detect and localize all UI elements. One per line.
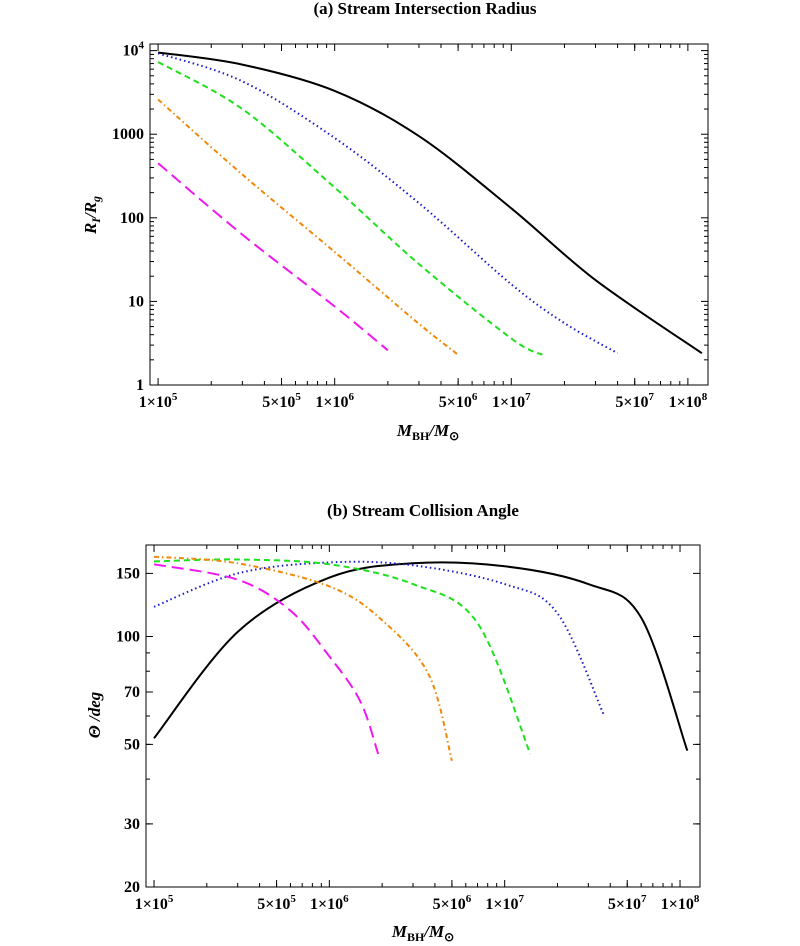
chart-b-xtick-label: 5×105 <box>257 893 296 913</box>
chart-a-plot-frame <box>149 43 709 386</box>
chart-b-xtick-label: 5×107 <box>608 893 647 913</box>
chart-a-xtick-label: 5×107 <box>615 391 654 411</box>
chart-b-ytick-label: 70 <box>124 684 140 701</box>
chart-a-series-group <box>157 51 703 356</box>
chart-b-ytick-label: 20 <box>124 879 140 896</box>
chart-b-ytick-label: 150 <box>116 565 140 582</box>
chart-b-series-group <box>153 555 689 762</box>
chart-a-ylabel: RI/Rg <box>81 196 103 235</box>
chart-a-series-magenta-longdashed <box>157 162 389 352</box>
chart-a-ytick-label: 1 <box>136 377 144 394</box>
chart-b-axes: 1×105 5×105 1×106 5×106 1×107 5×107 1×108 20 30 5… <box>116 545 700 913</box>
chart-b-xtick-label: 1×105 <box>135 893 174 913</box>
chart-a-xtick-label: 5×106 <box>439 391 478 411</box>
chart-a-xtick-label: 1×105 <box>139 391 178 411</box>
chart-a-series-blue-dotted <box>157 52 619 355</box>
chart-b-title: (b) Stream Collision Angle <box>327 501 519 520</box>
chart-a-series-black-solid <box>157 51 703 355</box>
chart-b-ytick-label: 100 <box>116 628 140 645</box>
chart-b-plot-frame <box>145 544 701 888</box>
chart-a-ytick-label: 104 <box>123 40 145 60</box>
chart-a-ytick-label: 1000 <box>112 126 144 143</box>
chart-b-ytick-label: 30 <box>124 816 140 833</box>
chart-a: (a) Stream Intersection Radius 1×105 5×10… <box>81 0 709 443</box>
chart-a-xtick-label: 5×105 <box>262 391 301 411</box>
chart-a-xtick-label: 1×107 <box>492 391 531 411</box>
chart-b-xtick-label: 1×107 <box>485 893 524 913</box>
chart-b-ytick-label: 50 <box>124 736 140 753</box>
chart-a-ytick-label: 100 <box>120 210 144 227</box>
chart-a-series-green-dashed <box>157 61 543 356</box>
chart-b-series-orange-dotdashed <box>153 555 453 762</box>
chart-a-ytick-label: 10 <box>128 293 144 310</box>
chart-a-series-orange-dotdashed <box>157 98 459 356</box>
chart-a-title: (a) Stream Intersection Radius <box>313 0 536 18</box>
chart-b-series-magenta-longdashed <box>153 563 380 755</box>
chart-b-series-green-dashed <box>153 558 532 755</box>
chart-b-series-blue-dotted <box>153 560 606 717</box>
chart-a-xtick-label: 1×106 <box>315 391 354 411</box>
chart-a-xlabel: MBH/M⊙ <box>396 421 459 443</box>
chart-a-xtick-label: 1×108 <box>669 391 708 411</box>
chart-b-xtick-label: 1×106 <box>310 893 349 913</box>
chart-b-xtick-label: 1×108 <box>661 893 700 913</box>
chart-b-xtick-label: 5×106 <box>433 893 472 913</box>
chart-b-xlabel: MBH/M⊙ <box>391 922 454 944</box>
chart-b-series-black-solid <box>153 561 689 752</box>
chart-b-ylabel: Θ /deg <box>85 691 104 738</box>
chart-a-axes: 1×105 5×105 1×106 5×106 1×107 5×107 1×108 1 10 10… <box>112 40 708 411</box>
chart-b: (b) Stream Collision Angle 1×105 5×105 1×1… <box>85 501 701 944</box>
